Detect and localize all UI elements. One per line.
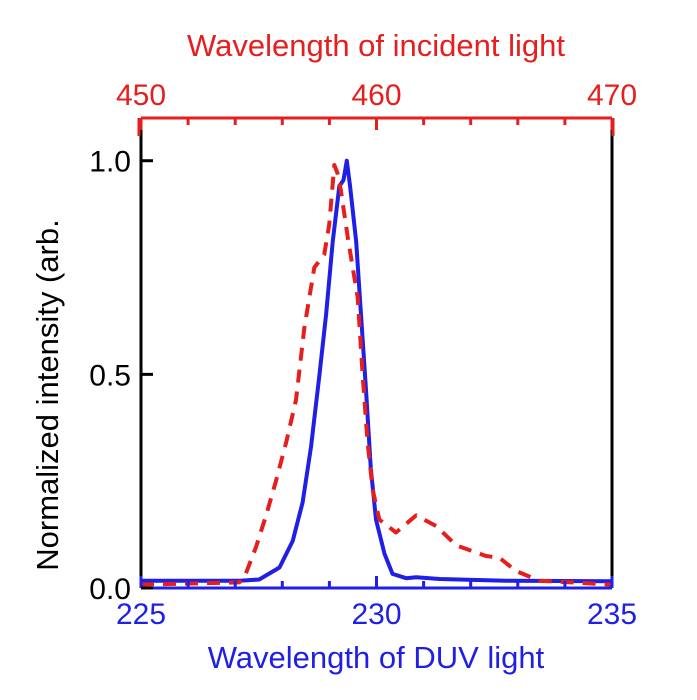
x-bottom-axis-label: Wavelength of DUV light	[208, 640, 545, 675]
x-bottom-tick-label: 225	[116, 598, 166, 631]
series-line-incident	[140, 163, 613, 587]
x-top-tick-label: 460	[351, 79, 401, 112]
y-tick-label: 0.0	[89, 573, 131, 606]
axes	[137, 116, 615, 590]
x-top-tick-label: 470	[587, 79, 637, 112]
y-axis-label: Normalized intensity (arb.	[30, 219, 65, 570]
series-line-duv	[141, 158, 613, 584]
x-top-tick-label: 450	[116, 79, 166, 112]
x-bottom-tick-label: 235	[587, 598, 637, 631]
y-tick-label: 0.5	[89, 359, 131, 392]
plot-marks	[140, 158, 613, 587]
x-top-axis-label: Wavelength of incident light	[187, 28, 565, 63]
tick-labels: 0.0 0.5 1.0 225 230 235 450 460 470	[89, 79, 637, 631]
x-bottom-tick-label: 230	[351, 598, 401, 631]
y-tick-label: 1.0	[89, 146, 131, 179]
